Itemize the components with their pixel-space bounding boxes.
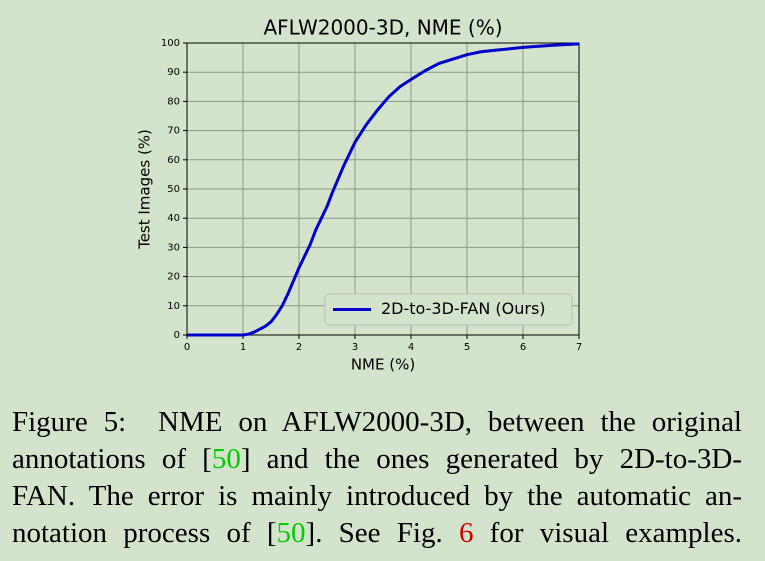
data-line [187, 42, 580, 337]
x-tick-label: 1 [240, 342, 246, 353]
caption-text: for visual examples. [473, 517, 742, 549]
x-tick-label: 5 [464, 342, 470, 353]
citation[interactable]: 50 [211, 443, 241, 475]
y-axis-label: Test Images (%) [136, 129, 154, 250]
x-tick-label: 6 [520, 342, 526, 353]
x-tick-label: 3 [352, 342, 358, 353]
caption-text: FAN. The error is mainly introduced by t… [12, 480, 742, 512]
caption: Figure 5: NME on AFLW2000-3D, between th… [12, 404, 742, 552]
caption-line: FAN. The error is mainly introduced by t… [12, 478, 742, 515]
x-tick-label: 7 [576, 342, 582, 353]
caption-line: notation process of [50]. See Fig. 6 for… [12, 515, 742, 552]
y-tick-label: 30 [167, 242, 180, 253]
caption-line: Figure 5: NME on AFLW2000-3D, between th… [12, 404, 742, 441]
y-tick-label: 50 [167, 184, 180, 195]
legend-box [324, 293, 573, 326]
caption-line: annotations of [50] and the ones generat… [12, 441, 742, 478]
chart-title: AFLW2000-3D, NME (%) [263, 16, 502, 40]
caption-text: Figure 5: NME on AFLW2000-3D, between th… [12, 406, 742, 438]
caption-text: annotations of [ [12, 443, 212, 475]
plot-frame [186, 42, 580, 336]
y-tick-label: 80 [167, 96, 180, 107]
x-tick-label: 4 [408, 342, 414, 353]
y-tick-label: 90 [167, 67, 180, 78]
x-axis-label: NME (%) [351, 356, 415, 374]
caption-text: ] and the ones generated by 2D-to-3D- [240, 443, 742, 475]
citation[interactable]: 50 [276, 517, 306, 549]
x-tick-label: 0 [184, 342, 190, 353]
y-tick-label: 70 [167, 126, 180, 137]
y-tick-label: 100 [161, 38, 180, 49]
legend-label: 2D-to-3D-FAN (Ours) [381, 299, 546, 318]
figure-ref[interactable]: 6 [458, 517, 474, 549]
y-tick-label: 0 [174, 330, 180, 341]
chart: AFLW2000-3D, NME (%) NME (%) Test Images… [136, 16, 583, 374]
x-tick-label: 2 [296, 342, 302, 353]
y-tick-label: 40 [167, 213, 180, 224]
y-tick-label: 10 [167, 301, 180, 312]
caption-text: ]. See Fig. [305, 517, 459, 549]
y-tick-label: 60 [167, 155, 180, 166]
y-tick-label: 20 [167, 272, 180, 283]
caption-text: notation process of [ [12, 517, 277, 549]
